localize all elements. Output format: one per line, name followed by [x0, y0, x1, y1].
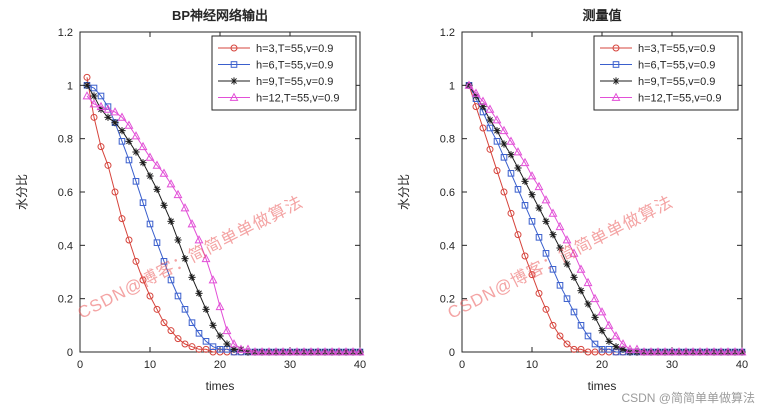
- svg-text:BP神经网络输出: BP神经网络输出: [172, 8, 268, 23]
- svg-text:1.2: 1.2: [440, 27, 455, 39]
- svg-text:0.6: 0.6: [440, 187, 455, 199]
- svg-text:0.4: 0.4: [440, 240, 455, 252]
- svg-text:40: 40: [736, 359, 748, 371]
- bp-network-output-chart: 0 10 20 30 40 0 0.2 0.4 0.6 0.8 1 1.2 BP神经网络输出 times 水…: [15, 8, 366, 393]
- svg-text:0: 0: [77, 359, 83, 371]
- svg-text:h=3,T=55,v=0.9: h=3,T=55,v=0.9: [256, 43, 333, 55]
- svg-text:h=6,T=55,v=0.9: h=6,T=55,v=0.9: [638, 60, 715, 72]
- svg-text:h=9,T=55,v=0.9: h=9,T=55,v=0.9: [256, 76, 333, 88]
- svg-text:0: 0: [67, 347, 73, 359]
- svg-text:times: times: [206, 379, 235, 393]
- svg-text:0.8: 0.8: [440, 134, 455, 146]
- svg-text:h=6,T=55,v=0.9: h=6,T=55,v=0.9: [256, 60, 333, 72]
- svg-text:20: 20: [214, 359, 226, 371]
- svg-text:水分比: 水分比: [15, 174, 29, 210]
- svg-text:20: 20: [596, 359, 608, 371]
- svg-text:10: 10: [144, 359, 156, 371]
- measured-value-chart: 0 10 20 30 40 0 0.2 0.4 0.6 0.8 1 1.2 测量值 times 水分比 h=3…: [397, 8, 748, 393]
- svg-text:40: 40: [354, 359, 366, 371]
- svg-text:h=12,T=55,v=0.9: h=12,T=55,v=0.9: [256, 93, 339, 105]
- svg-text:测量值: 测量值: [582, 8, 621, 23]
- svg-text:0.2: 0.2: [440, 294, 455, 306]
- svg-text:0.6: 0.6: [58, 187, 73, 199]
- svg-text:水分比: 水分比: [397, 174, 411, 210]
- svg-text:1: 1: [449, 80, 455, 92]
- svg-text:30: 30: [666, 359, 678, 371]
- svg-text:times: times: [588, 379, 617, 393]
- svg-text:h=12,T=55,v=0.9: h=12,T=55,v=0.9: [638, 93, 721, 105]
- svg-text:0: 0: [449, 347, 455, 359]
- svg-text:1.2: 1.2: [58, 27, 73, 39]
- svg-text:0.2: 0.2: [58, 294, 73, 306]
- svg-text:0.4: 0.4: [58, 240, 73, 252]
- svg-text:0: 0: [459, 359, 465, 371]
- svg-text:1: 1: [67, 80, 73, 92]
- svg-text:30: 30: [284, 359, 296, 371]
- svg-text:10: 10: [526, 359, 538, 371]
- svg-text:h=3,T=55,v=0.9: h=3,T=55,v=0.9: [638, 43, 715, 55]
- svg-text:h=9,T=55,v=0.9: h=9,T=55,v=0.9: [638, 76, 715, 88]
- watermark-corner: CSDN @简简单单做算法: [621, 391, 755, 405]
- svg-text:0.8: 0.8: [58, 134, 73, 146]
